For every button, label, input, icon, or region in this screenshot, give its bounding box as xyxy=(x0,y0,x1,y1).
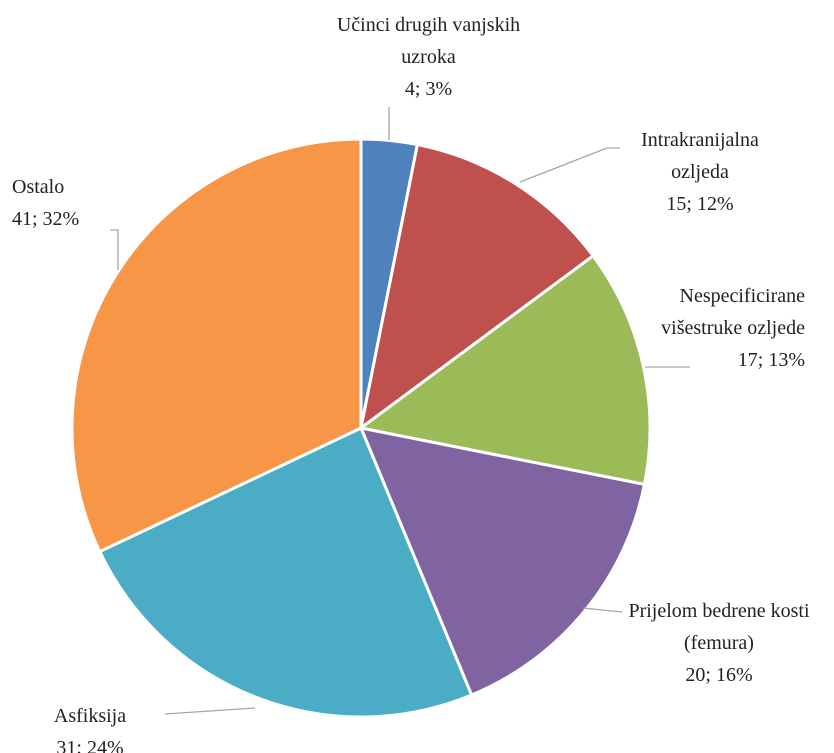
pie-slice xyxy=(357,253,652,487)
leader-line xyxy=(110,229,119,270)
pie-slice xyxy=(70,137,363,554)
category-label: Nespecificirane višestruke ozljede xyxy=(661,285,805,339)
data-label: Intrakranijalna ozljeda 15; 12% xyxy=(620,124,780,220)
category-label: Ostalo xyxy=(12,176,65,198)
value-label: 17; 13% xyxy=(737,349,805,371)
data-label: Prijelom bedrene kosti (femura) 20; 16% xyxy=(624,595,814,691)
value-label: 31; 24% xyxy=(56,737,124,753)
value-label: 15; 12% xyxy=(666,193,734,215)
value-label: 4; 3% xyxy=(404,78,453,100)
data-label: Ostalo 41; 32% xyxy=(12,171,152,235)
data-label: Asfiksija 31; 24% xyxy=(20,700,160,753)
pie-slice xyxy=(358,425,647,697)
leader-line xyxy=(582,607,623,613)
leader-line xyxy=(519,147,620,183)
data-label: Učinci drugih vanjskih uzroka 4; 3% xyxy=(336,9,521,105)
data-label: Nespecificirane višestruke ozljede 17; 13… xyxy=(650,280,805,376)
pie-slice xyxy=(358,142,596,432)
category-label: Intrakranijalna ozljeda xyxy=(641,129,759,183)
pie-slice xyxy=(97,425,474,719)
value-label: 20; 16% xyxy=(685,664,753,686)
leader-line xyxy=(164,707,256,715)
category-label: Prijelom bedrene kosti (femura) xyxy=(628,600,810,654)
value-label: 41; 32% xyxy=(12,208,80,230)
category-label: Asfiksija xyxy=(53,705,127,727)
category-label: Učinci drugih vanjskih uzroka xyxy=(336,14,521,68)
